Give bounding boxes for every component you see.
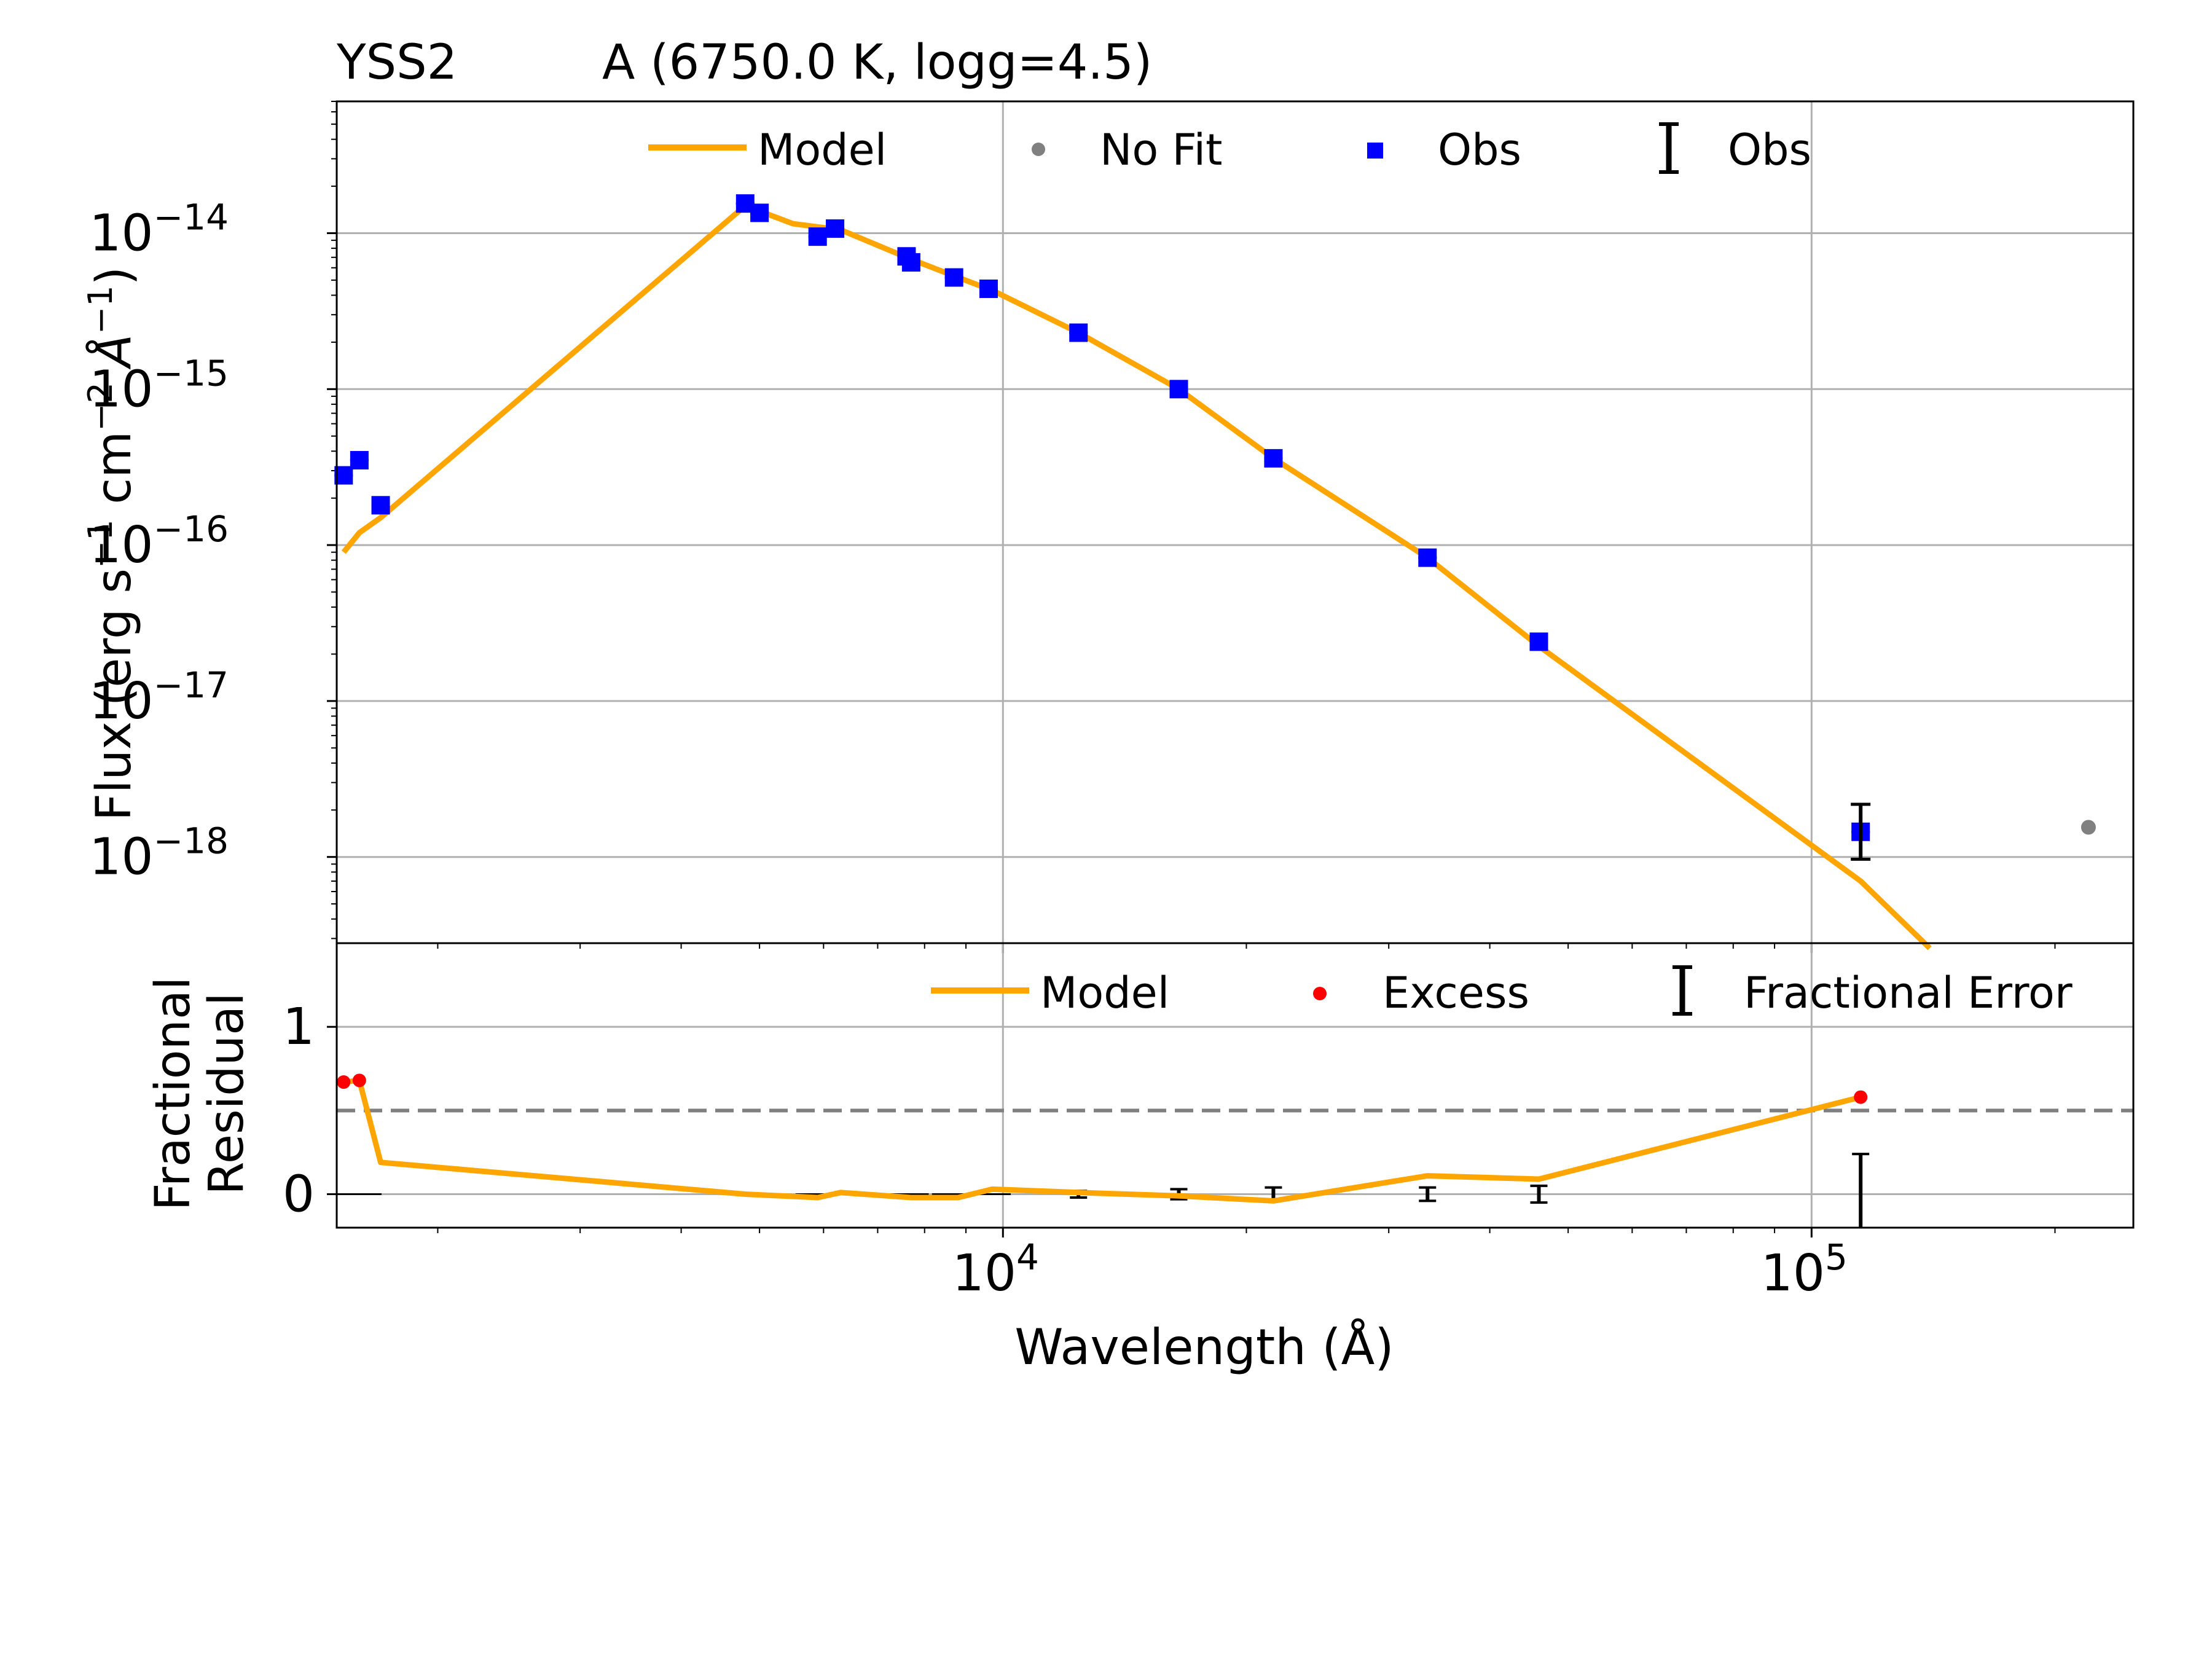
bottom-y-tick-label: 0 [283, 1166, 315, 1224]
legend-residual-model-label: Model [1040, 968, 1169, 1018]
top-gridlines [337, 101, 2133, 943]
bottom-y-tick-label: 1 [283, 998, 315, 1056]
x-tick-label: 105 [1761, 1236, 1848, 1303]
bottom-y-ticks: 10 [283, 998, 337, 1224]
obs-data-point [944, 268, 963, 287]
legend-excess-label: Excess [1382, 968, 1529, 1018]
obs-data-point [1169, 380, 1188, 399]
sed-panel: YSS2 A (6750.0 K, logg=4.5) 10−1410−1510… [81, 35, 2135, 953]
legend-no-fit-label: No Fit [1100, 125, 1223, 175]
top-y-tick-label: 10−17 [89, 664, 229, 731]
obs-data-point [750, 203, 769, 222]
legend-obs-errorbar-label: Obs [1728, 125, 1811, 175]
residual-panel: 10 104 105 Fractional Residual Wavelength… [146, 942, 2135, 1376]
sed-model-line [341, 203, 1932, 951]
title-object-name: YSS2 [336, 35, 457, 90]
x-tick-label: 104 [952, 1236, 1039, 1303]
bottom-y-axis-label-line2: Residual [199, 992, 254, 1194]
legend-obs-label: Obs [1438, 125, 1521, 175]
bottom-series-layer [337, 1073, 1870, 1228]
top-y-tick-label: 10−16 [89, 508, 229, 575]
legend-no-fit-marker-icon [1032, 143, 1045, 156]
top-y-tick-label: 10−14 [89, 196, 229, 262]
top-y-axis-label: Flux (erg s−1 cm−2 Å−1) [81, 267, 142, 821]
bottom-y-axis-label-line1: Fractional [146, 977, 201, 1211]
obs-data-point [979, 279, 998, 298]
title-model-params: A (6750.0 K, logg=4.5) [602, 35, 1152, 90]
obs-data-point [350, 451, 369, 470]
obs-data-point [1529, 632, 1548, 651]
bottom-legend: Model Excess Fractional Error [931, 965, 2073, 1018]
top-y-ticks: 10−14 10−15 10−16 10−17 10−18 [89, 101, 337, 939]
top-legend: Model No Fit Obs Obs [648, 122, 1811, 175]
legend-fractional-error-icon [1673, 965, 1692, 1016]
top-y-tick-label: 10−15 [89, 352, 229, 418]
legend-fractional-error-label: Fractional Error [1744, 968, 2073, 1018]
x-axis-label: Wavelength (Å) [1014, 1318, 1394, 1376]
excess-data-point [337, 1075, 351, 1089]
excess-data-point [1854, 1090, 1868, 1104]
bottom-axes-frame [335, 942, 2135, 1229]
obs-data-point [826, 219, 845, 238]
legend-model-label: Model [758, 125, 887, 175]
obs-data-point [1264, 449, 1283, 468]
excess-data-point [352, 1073, 366, 1088]
legend-obs-errorbar-icon [1659, 122, 1679, 174]
obs-data-point [901, 253, 920, 272]
bottom-gridlines [337, 943, 2133, 1228]
obs-data-point [808, 227, 827, 246]
obs-data-point [1418, 548, 1437, 567]
bottom-x-ticks: 104 105 [437, 1228, 2056, 1303]
top-y-tick-label: 10−18 [89, 820, 229, 887]
top-series-layer [334, 194, 2096, 951]
legend-obs-marker-icon [1367, 143, 1383, 159]
obs-data-point [1069, 323, 1088, 342]
no-fit-data-point [2081, 820, 2096, 835]
obs-data-point [371, 496, 390, 515]
legend-excess-marker-icon [1313, 987, 1327, 1000]
residual-model-line [343, 1077, 1862, 1204]
